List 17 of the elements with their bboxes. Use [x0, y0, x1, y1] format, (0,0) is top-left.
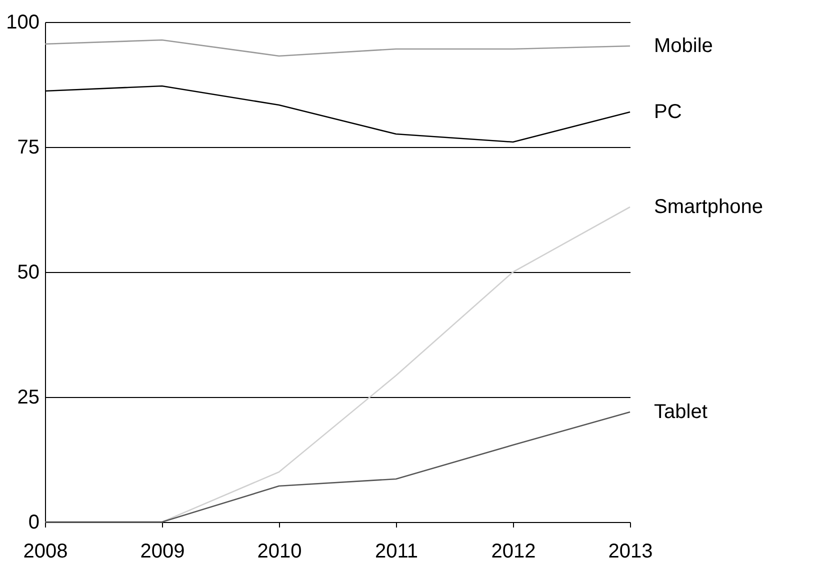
y-tick-label: 50	[17, 262, 40, 284]
x-tick-label: 2012	[491, 540, 536, 562]
line-series	[44, 411, 631, 523]
x-tick-label: 2008	[23, 540, 68, 562]
x-tick-label: 2010	[257, 540, 302, 562]
y-tick-label: 0	[28, 512, 40, 534]
y-tick-label: 75	[17, 136, 40, 158]
line-series	[44, 39, 631, 57]
series-label: Tablet	[654, 401, 708, 423]
series-label: PC	[654, 101, 682, 123]
x-tick-label: 2013	[608, 540, 653, 562]
y-tick-label: 100	[6, 12, 40, 34]
x-tick-label: 2009	[140, 540, 185, 562]
x-tick-label: 2011	[374, 540, 418, 562]
series-label: Mobile	[654, 35, 713, 57]
y-tick-label: 25	[17, 386, 40, 408]
series-label: Smartphone	[654, 196, 763, 218]
